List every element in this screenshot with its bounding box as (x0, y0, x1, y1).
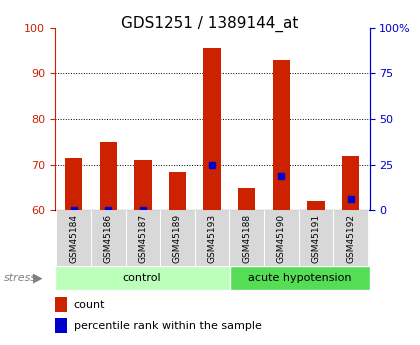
Bar (126, 210, 160, 266)
Bar (273, 60, 290, 210)
Bar (55, 318, 67, 333)
Text: percentile rank within the sample: percentile rank within the sample (74, 321, 261, 331)
Text: ▶: ▶ (33, 271, 42, 284)
Text: GSM45188: GSM45188 (242, 214, 251, 263)
Text: control: control (123, 273, 161, 283)
Bar (65, 158, 82, 210)
Text: GSM45193: GSM45193 (207, 214, 217, 263)
Text: GSM45190: GSM45190 (277, 214, 286, 263)
Bar (342, 156, 359, 210)
Text: GSM45187: GSM45187 (138, 214, 147, 263)
Bar (238, 188, 255, 210)
Bar (299, 210, 333, 266)
Text: acute hypotension: acute hypotension (248, 273, 352, 283)
Bar (56, 210, 91, 266)
Bar (203, 48, 221, 210)
Bar (91, 210, 126, 266)
Text: GSM45192: GSM45192 (346, 214, 355, 263)
Text: stress: stress (4, 273, 37, 283)
Text: GSM45191: GSM45191 (312, 214, 320, 263)
Text: GSM45186: GSM45186 (104, 214, 113, 263)
Bar (55, 297, 67, 312)
Text: GSM45184: GSM45184 (69, 214, 78, 263)
Bar (134, 160, 152, 210)
Bar (160, 210, 195, 266)
Text: GDS1251 / 1389144_at: GDS1251 / 1389144_at (121, 16, 299, 32)
Bar (195, 210, 229, 266)
Bar (307, 201, 325, 210)
Bar (169, 171, 186, 210)
Bar (229, 210, 264, 266)
Text: GSM45189: GSM45189 (173, 214, 182, 263)
Bar (230, 266, 370, 290)
Bar (264, 210, 299, 266)
Text: count: count (74, 300, 105, 310)
Bar (55, 266, 230, 290)
Bar (333, 210, 368, 266)
Bar (100, 142, 117, 210)
